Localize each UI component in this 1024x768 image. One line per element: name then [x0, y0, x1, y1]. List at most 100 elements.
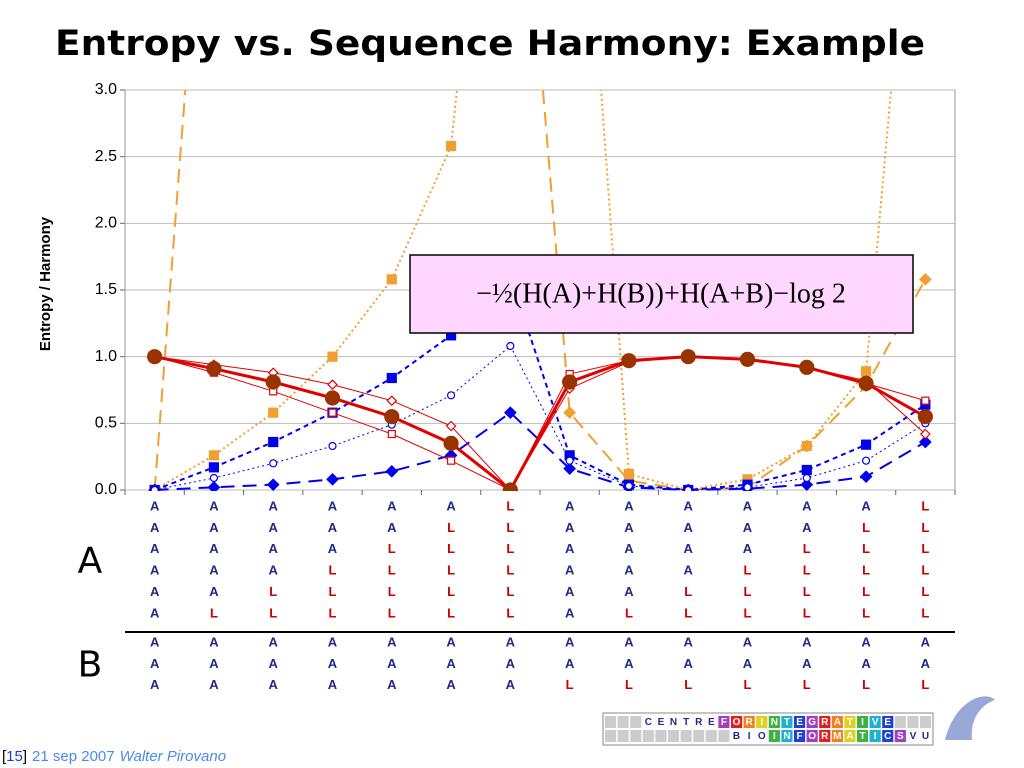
logo-cell [857, 730, 869, 742]
series-group [147, 90, 933, 491]
point [386, 395, 398, 407]
point [386, 372, 397, 384]
residue: A [743, 541, 753, 556]
point [150, 485, 159, 491]
point [504, 406, 517, 420]
residue: A [269, 520, 279, 535]
logo-cell [794, 716, 806, 728]
residue: A [328, 541, 338, 556]
point [502, 482, 518, 491]
residue: A [209, 584, 219, 599]
residue: A [269, 563, 279, 578]
point [386, 274, 397, 285]
logo-cell [680, 716, 692, 728]
point [326, 472, 339, 486]
logo-cell [768, 716, 780, 728]
point [743, 483, 752, 491]
point [921, 396, 930, 405]
point [209, 473, 219, 483]
residue: L [269, 584, 277, 599]
residue: A [150, 605, 160, 620]
residue: L [862, 584, 870, 599]
residue: L [862, 563, 870, 578]
logo-letter: E [708, 717, 715, 728]
logo-cell [857, 716, 869, 728]
residue: A [387, 498, 397, 513]
residue: A [624, 541, 634, 556]
logo-letter: R [695, 717, 703, 728]
residue: A [209, 563, 219, 578]
logo-cell [920, 716, 932, 728]
point [446, 391, 456, 400]
point [684, 485, 693, 491]
logo-cell [806, 716, 818, 728]
residue: A [209, 656, 219, 671]
residue: A [743, 634, 753, 649]
point [624, 481, 634, 491]
point [680, 349, 696, 365]
residue: A [209, 520, 219, 535]
logo-letter: V [910, 731, 917, 742]
logo-cell [605, 716, 617, 728]
point [919, 272, 932, 286]
logo-cell [781, 730, 793, 742]
residue: A [861, 656, 871, 671]
logo-cell [731, 730, 743, 742]
residue: L [921, 520, 929, 535]
residue: A [446, 677, 456, 692]
logo-letter: B [733, 731, 740, 742]
logo-cell [882, 716, 894, 728]
logo-letter: I [861, 717, 864, 728]
logo-letter: R [746, 717, 754, 728]
residue: L [744, 677, 752, 692]
residue: A [387, 520, 397, 535]
logo-cell [617, 730, 629, 742]
point [506, 341, 515, 351]
logo-letter: T [784, 717, 790, 728]
point [207, 480, 221, 491]
residue: L [921, 563, 929, 578]
logo-cell [655, 730, 667, 742]
residue: A [269, 677, 279, 692]
logo-cell [655, 716, 667, 728]
point [861, 456, 871, 465]
point [328, 408, 337, 417]
residue: A [150, 677, 160, 692]
point [328, 441, 337, 451]
residue: A [624, 656, 634, 671]
logo-letter: F [721, 717, 727, 728]
logo-cell [756, 730, 768, 742]
residue: L [684, 584, 692, 599]
y-tick-label: 2.5 [95, 148, 117, 165]
residue: A [506, 634, 516, 649]
residue: A [150, 584, 160, 599]
logo-letter: R [821, 731, 829, 742]
logo-letter: A [834, 717, 841, 728]
residue: A [209, 541, 219, 556]
residue: A [921, 656, 931, 671]
point [327, 351, 338, 362]
logo-letter: O [758, 731, 766, 742]
residue: A [446, 634, 456, 649]
residue: A [328, 677, 338, 692]
logo-cell [869, 716, 881, 728]
residue: A [565, 520, 575, 535]
logo-cell [705, 730, 717, 742]
series-line [154, 345, 926, 491]
point [860, 366, 872, 377]
logo-cell [882, 730, 894, 742]
residue: L [803, 563, 811, 578]
residue: L [684, 677, 692, 692]
logo-letter: T [847, 717, 853, 728]
residue: A [624, 520, 634, 535]
residue: L [744, 605, 752, 620]
logo-letter: C [645, 717, 652, 728]
series-line [154, 411, 926, 491]
residue: A [565, 563, 575, 578]
logo-letter: O [733, 717, 741, 728]
residue: L [506, 541, 514, 556]
residue: L [447, 563, 455, 578]
point [919, 435, 932, 449]
point [801, 464, 812, 476]
point [799, 359, 815, 375]
